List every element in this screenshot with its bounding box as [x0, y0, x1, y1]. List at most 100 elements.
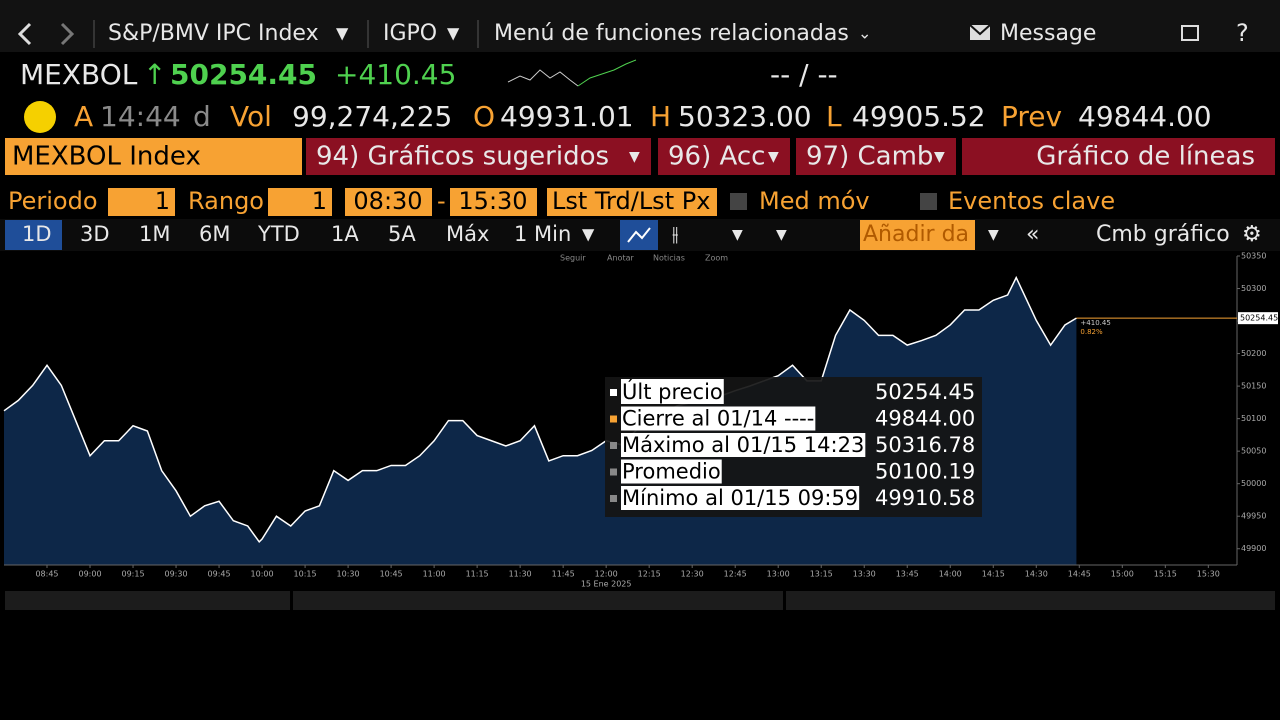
dropdown-icon: ▼: [768, 149, 779, 165]
range-button[interactable]: Máx: [446, 222, 489, 246]
dropdown-icon: ▼: [776, 227, 787, 243]
collapse-icon[interactable]: «: [1026, 222, 1039, 247]
field-input[interactable]: [547, 188, 717, 216]
active-range: [5, 220, 62, 250]
chart-tool[interactable]: Zoom: [705, 254, 728, 263]
time-suffix: d: [193, 100, 211, 133]
y-tick-label: 50100: [1241, 414, 1266, 423]
range-button[interactable]: 5A: [388, 222, 416, 246]
dropdown-icon: ▼: [336, 24, 349, 43]
range-input[interactable]: [268, 188, 332, 216]
high: 50323.00: [678, 100, 812, 133]
edit-chart[interactable]: Cmb gráfico: [1096, 222, 1230, 247]
checkbox[interactable]: [920, 193, 937, 210]
tooltip-label-bg: [621, 406, 816, 431]
y-tick-label: 50000: [1241, 479, 1266, 488]
x-tick-label: 15:00: [1111, 570, 1134, 579]
range-button[interactable]: 1A: [331, 222, 359, 246]
chart-tool[interactable]: Noticias: [653, 254, 685, 263]
x-tick-label: 13:45: [896, 570, 919, 579]
x-tick-label: 10:45: [380, 570, 403, 579]
line-icon: [627, 227, 651, 243]
tooltip-label: Cierre al 01/14 ----: [622, 407, 814, 431]
bar-icon[interactable]: ⫲: [672, 222, 678, 246]
high-label: H: [650, 100, 671, 133]
field: Lst Trd/Lst Px: [552, 187, 710, 215]
x-tick-label: 13:00: [767, 570, 790, 579]
x-tick-label: 13:30: [853, 570, 876, 579]
envelope-flap: [969, 24, 991, 36]
end-input[interactable]: [450, 188, 537, 216]
forward-icon[interactable]: [60, 22, 75, 46]
help-icon[interactable]: ?: [1236, 19, 1249, 47]
range-button[interactable]: 1 Min: [514, 222, 571, 246]
up-arrow: ↑: [143, 58, 166, 91]
period-input[interactable]: [108, 188, 175, 216]
y-tick-label: 49900: [1241, 544, 1266, 553]
range-button[interactable]: 6M: [199, 222, 230, 246]
period: 1: [155, 187, 170, 215]
dropdown-icon: ▼: [732, 227, 743, 243]
change: +410.45: [335, 58, 456, 91]
x-tick-label: 10:00: [251, 570, 274, 579]
open: 49931.01: [500, 100, 634, 133]
menu-button[interactable]: [306, 138, 651, 175]
tooltip-value: 49844.00: [875, 407, 975, 431]
x-tick-label: 12:45: [724, 570, 747, 579]
vol: 99,274,225: [292, 100, 452, 133]
menu-button[interactable]: [796, 138, 956, 175]
x-tick-label: 11:15: [466, 570, 489, 579]
x-tick-label: 09:00: [78, 570, 101, 579]
x-tick-label: 15:30: [1197, 570, 1220, 579]
x-tick-label: 14:00: [939, 570, 962, 579]
tooltip-label-bg: [621, 486, 860, 510]
back-icon[interactable]: [17, 22, 32, 46]
range-button[interactable]: 1M: [139, 222, 170, 246]
security-menu[interactable]: S&P/BMV IPC Index: [108, 21, 319, 46]
menu-button[interactable]: [658, 138, 790, 175]
y-tick-label: 50200: [1241, 349, 1266, 358]
start-input[interactable]: [345, 188, 432, 216]
tooltip-label-bg: [621, 433, 866, 457]
window-icon[interactable]: [1181, 25, 1199, 41]
message-button[interactable]: Message: [1000, 21, 1096, 46]
x-tick-label: 09:30: [165, 570, 188, 579]
y-tick-label: 50300: [1241, 284, 1266, 293]
vol-label: Vol: [230, 100, 272, 133]
range-button[interactable]: 3D: [80, 222, 110, 246]
settings-icon[interactable]: ⚙: [1242, 222, 1262, 247]
legend-swatch: [610, 442, 617, 449]
tooltip-value: 50254.45: [875, 380, 975, 404]
tooltip-label: Máximo al 01/15 14:23: [622, 433, 864, 457]
time-prefix: A: [74, 100, 93, 133]
dropdown-icon: ▼: [582, 225, 595, 244]
checkbox[interactable]: [730, 193, 747, 210]
chart-tool[interactable]: Anotar: [607, 254, 634, 263]
prev-label: Prev: [1001, 100, 1062, 133]
time: 14:44: [100, 100, 181, 133]
x-tick-label: 11:00: [423, 570, 446, 579]
add-input[interactable]: [860, 220, 975, 250]
x-tick-label: 12:15: [638, 570, 661, 579]
x-tick-label: 08:45: [35, 570, 58, 579]
range-button[interactable]: 1D: [22, 222, 52, 246]
x-tick-label: 10:15: [294, 570, 317, 579]
legend-swatch: [610, 389, 617, 396]
low: 49905.52: [852, 100, 986, 133]
clock-icon: [24, 101, 56, 133]
chart-tool[interactable]: Seguir: [560, 254, 586, 263]
range-button[interactable]: YTD: [257, 222, 300, 246]
title-button[interactable]: [962, 138, 1275, 175]
security-button[interactable]: [5, 138, 302, 175]
low-label: L: [826, 100, 842, 133]
x-tick-label: 13:15: [810, 570, 833, 579]
tooltip-label: Mínimo al 01/15 09:59: [622, 486, 858, 510]
functions-menu[interactable]: Menú de funciones relacionadas: [494, 21, 849, 46]
x-tick-label: 11:45: [552, 570, 575, 579]
source-menu[interactable]: IGPO: [383, 21, 437, 46]
last-value-box: [1238, 312, 1278, 325]
y-tick-label: 50050: [1241, 447, 1266, 456]
status-bar: [786, 591, 1275, 610]
